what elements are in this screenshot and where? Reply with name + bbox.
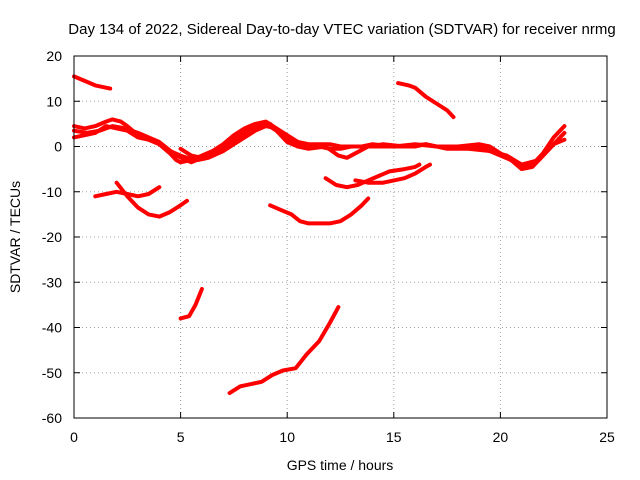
series-line-sat-l xyxy=(353,162,432,185)
y-tick-label: -20 xyxy=(42,229,62,245)
series-line-sat-d xyxy=(72,121,567,167)
y-tick-label: 20 xyxy=(46,48,62,64)
series-line-sat-c xyxy=(72,117,567,169)
x-tick-label: 20 xyxy=(493,429,509,445)
x-tick-label: 15 xyxy=(386,429,402,445)
series-line-sat-h xyxy=(178,121,300,160)
series-line-sat-g xyxy=(178,287,204,321)
x-tick-label: 5 xyxy=(177,429,185,445)
y-tick-label: 10 xyxy=(46,93,62,109)
grid xyxy=(74,56,607,418)
plot-frame xyxy=(73,55,608,419)
chart-title: Day 134 of 2022, Sidereal Day-to-day VTE… xyxy=(68,21,615,38)
y-tick-label: -40 xyxy=(42,320,62,336)
y-tick-label: -10 xyxy=(42,184,62,200)
axis-ticks: 0 5 10 15 20 25 -60 -50 -40 -30 -20 -10 0 10 20 xyxy=(42,48,615,445)
series-line-sat-k xyxy=(323,162,422,190)
x-tick-label: 10 xyxy=(279,429,295,445)
y-tick-label: -50 xyxy=(42,365,62,381)
series-line-sat-a xyxy=(72,74,113,91)
series-line-sat-f xyxy=(114,180,189,219)
y-tick-label: -60 xyxy=(42,410,62,426)
x-tick-label: 0 xyxy=(70,429,78,445)
series-line-sat-j xyxy=(268,196,371,226)
y-tick-label: 0 xyxy=(54,139,62,155)
series-line-sat-i xyxy=(227,305,341,396)
data-series xyxy=(72,74,567,396)
x-axis-label: GPS time / hours xyxy=(287,457,394,473)
y-tick-label: -30 xyxy=(42,274,62,290)
series-line-sat-m xyxy=(396,81,456,120)
x-tick-label: 25 xyxy=(599,429,615,445)
y-axis-label: SDTVAR / TECUs xyxy=(7,181,23,293)
